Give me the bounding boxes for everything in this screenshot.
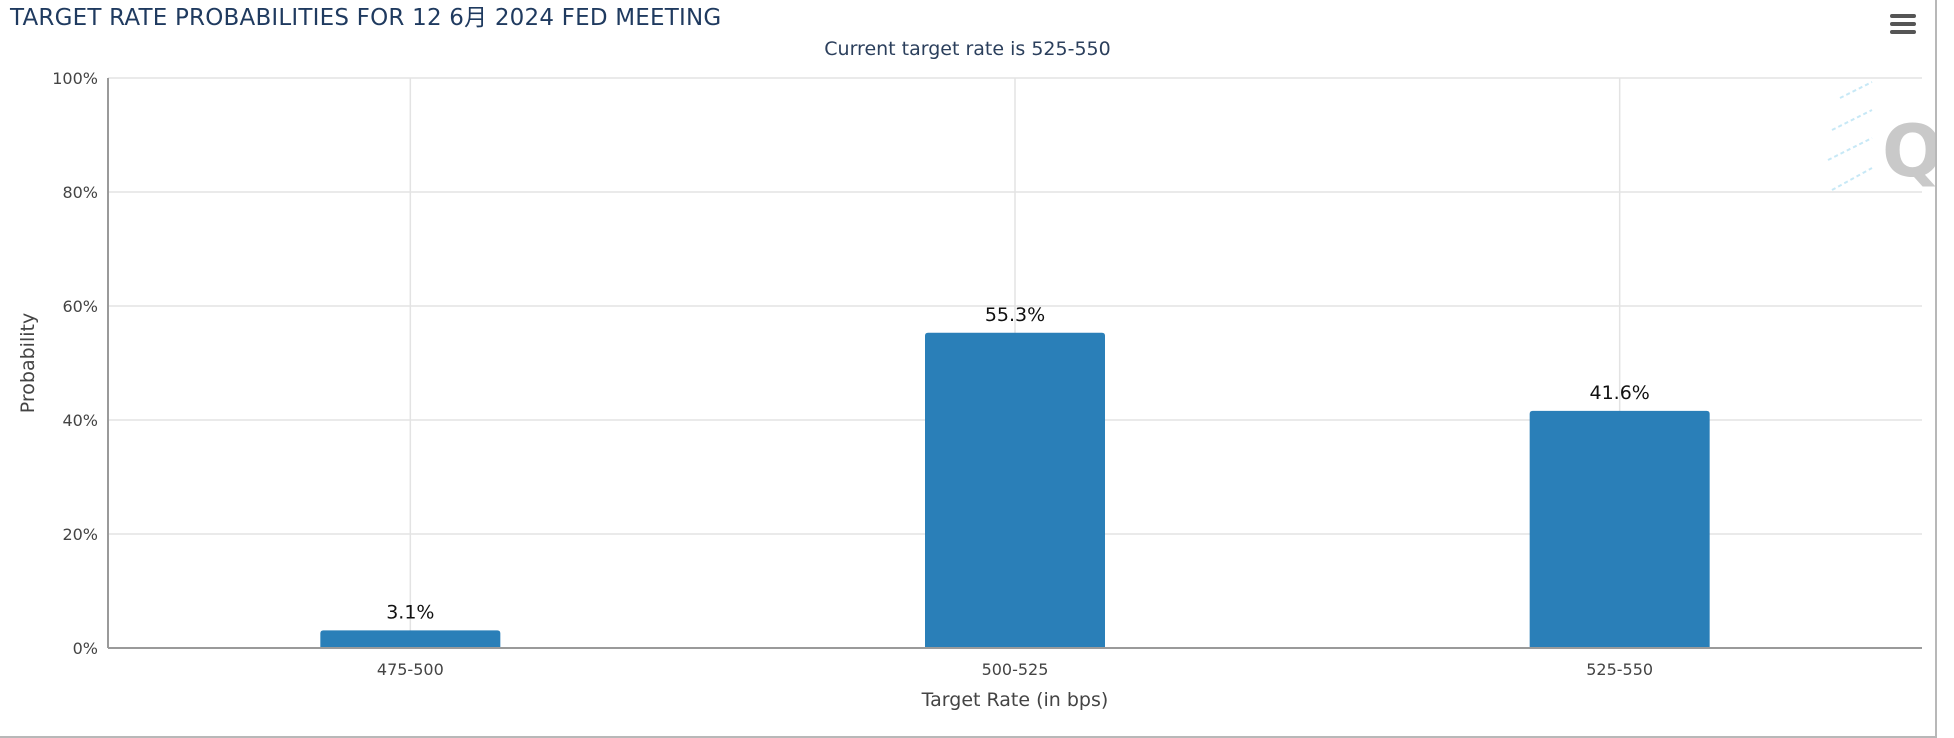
bar[interactable]	[1529, 410, 1710, 648]
x-axis-ticks: 475-500 500-525 525-550	[377, 660, 1653, 679]
x-tick-label: 525-550	[1586, 660, 1653, 679]
q-logo-watermark: Q	[1827, 81, 1935, 193]
data-label: 3.1%	[386, 601, 434, 623]
y-tick-label: 20%	[62, 525, 98, 544]
q-logo-letter: Q	[1882, 109, 1935, 193]
y-tick-label: 80%	[62, 183, 98, 202]
data-label: 55.3%	[985, 304, 1045, 326]
y-axis-title: Probability	[17, 313, 39, 413]
x-tick-label: 500-525	[982, 660, 1049, 679]
chart-subtitle: Current target rate is 525-550	[824, 38, 1111, 60]
hamburger-menu-icon[interactable]	[1890, 14, 1916, 38]
y-tick-label: 60%	[62, 297, 98, 316]
bars	[320, 332, 1710, 648]
data-labels: 3.1% 55.3% 41.6%	[386, 304, 1650, 624]
y-tick-label: 0%	[73, 639, 98, 658]
y-tick-label: 100%	[52, 69, 98, 88]
chart-title: TARGET RATE PROBABILITIES FOR 12 6月 2024…	[10, 5, 722, 31]
bar[interactable]	[320, 630, 501, 648]
bar[interactable]	[925, 332, 1105, 648]
y-axis-ticks: 0% 20% 40% 60% 80% 100%	[52, 69, 98, 658]
data-label: 41.6%	[1589, 382, 1649, 404]
x-tick-label: 475-500	[377, 660, 444, 679]
y-tick-label: 40%	[62, 411, 98, 430]
x-axis-title: Target Rate (in bps)	[921, 689, 1109, 711]
